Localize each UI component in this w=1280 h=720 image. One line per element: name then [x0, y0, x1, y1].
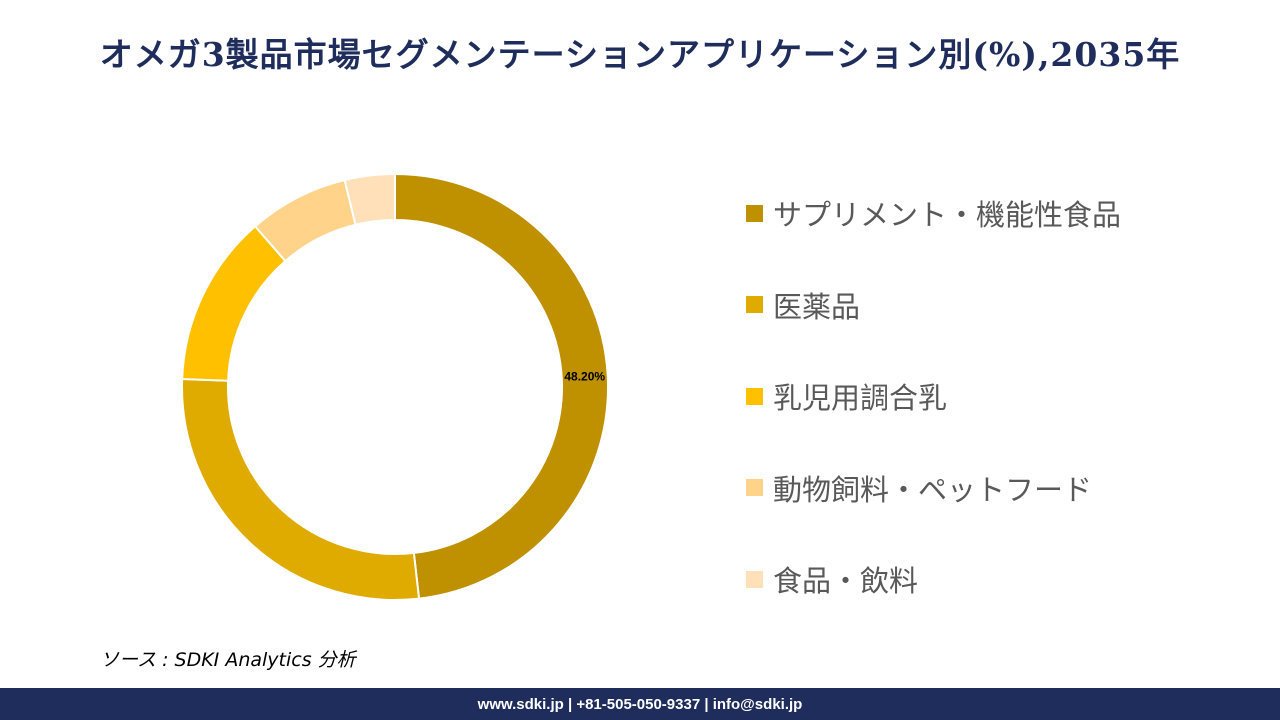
source-note: ソース : SDKI Analytics 分析: [100, 649, 356, 671]
legend-item-infant-formula: 乳児用調合乳: [746, 373, 1121, 419]
donut-slice-2: [181, 224, 287, 382]
legend-swatch: [746, 387, 763, 405]
legend-swatch: [746, 296, 763, 313]
page-title: オメガ3製品市場セグメンテーションアプリケーション別(%),2035年: [99, 35, 1181, 74]
footer-contact-bar: www.sdki.jp | +81-505-050-9337 | info@sd…: [0, 688, 1280, 720]
donut-chart: 48.20%: [181, 172, 609, 601]
legend-item-supplements: サプリメント・機能性食品: [746, 190, 1121, 236]
legend-label: 食品・飲料: [773, 564, 919, 598]
legend-item-food-beverage: 食品・飲料: [746, 556, 1121, 602]
legend-label: 動物飼料・ペットフード: [773, 472, 1093, 507]
legend-item-pharmaceuticals: 医薬品: [746, 282, 1121, 328]
legend-swatch: [746, 570, 763, 588]
legend-label: サプリメント・機能性食品: [773, 198, 1122, 232]
data-label-0: 48.20%: [564, 369, 605, 383]
donut-slice-4: [343, 172, 396, 226]
legend-swatch: [746, 204, 763, 222]
legend-label: 乳児用調合乳: [773, 381, 948, 415]
legend-label: 医薬品: [773, 289, 861, 324]
donut-slice-0: [394, 172, 609, 600]
legend-item-animal-feed: 動物飼料・ペットフード: [746, 465, 1121, 511]
legend-swatch: [746, 479, 763, 496]
chart-legend: サプリメント・機能性食品 医薬品 乳児用調合乳 動物飼料・ペットフード 食品・飲…: [746, 190, 1121, 648]
donut-slice-1: [181, 377, 421, 601]
